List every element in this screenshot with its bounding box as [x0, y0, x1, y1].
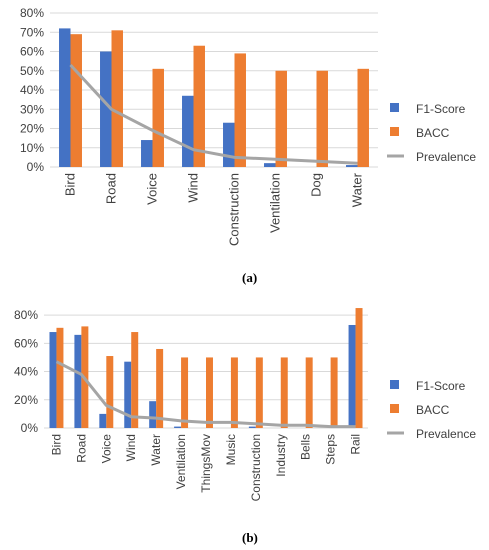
y-tick-label: 40% — [14, 365, 38, 379]
bar-f1-score — [99, 413, 107, 428]
bar-bacc — [234, 53, 246, 167]
y-tick-label: 0% — [27, 160, 45, 174]
y-tick-label: 40% — [20, 83, 44, 97]
bar-bacc — [131, 332, 139, 428]
x-tick-label: Wind — [186, 173, 201, 203]
y-tick-label: 30% — [20, 102, 44, 116]
x-tick-label: Industry — [274, 434, 288, 477]
panel-label-a: (a) — [242, 270, 258, 285]
bar-bacc — [111, 30, 123, 168]
chart-a: 0% 10% 20% 30% 40% 50% 60% 70% 80% Bird Road Voice W… — [20, 6, 476, 246]
legend-swatch — [390, 404, 399, 413]
panel-label-b: (b) — [242, 530, 258, 545]
bar-bacc — [70, 34, 82, 167]
y-tick-label: 20% — [14, 393, 38, 407]
x-tick-label: Road — [74, 434, 88, 463]
bar-f1-score — [174, 426, 182, 428]
y-tick-label: 70% — [20, 25, 44, 39]
chart-b: 0% 20% 40% 60% 80% Bird Road Voice Wind Water Vent… — [14, 308, 476, 501]
x-tick-label: Rail — [349, 434, 363, 455]
legend-label: Prevalence — [416, 427, 476, 441]
y-tick-label: 10% — [20, 141, 44, 155]
series-line-prevalence — [55, 360, 356, 429]
bar-f1-score — [141, 140, 153, 167]
bar-f1-score — [346, 165, 358, 167]
bar-bacc — [152, 68, 164, 167]
bar-bacc — [316, 70, 328, 167]
x-tick-label: Music — [224, 434, 238, 465]
bar-f1-score — [59, 28, 71, 168]
y-tick-label: 80% — [20, 6, 44, 20]
bar-f1-score — [248, 426, 256, 428]
y-tick-label: 20% — [20, 122, 44, 136]
x-tick-label: Ventilation — [174, 434, 188, 489]
legend-swatch — [390, 380, 399, 389]
x-tick-label: Water — [149, 434, 163, 466]
bar-bacc — [230, 357, 238, 428]
legend-swatch — [390, 103, 399, 112]
x-tick-label: Voice — [145, 173, 160, 205]
x-tick-label: Bells — [299, 434, 313, 460]
bar-bacc — [330, 357, 338, 428]
bar-bacc — [275, 70, 287, 167]
bar-f1-score — [223, 122, 235, 167]
bar-bacc — [255, 357, 263, 428]
bar-f1-score — [264, 163, 276, 167]
bar-f1-score — [49, 332, 57, 428]
bar-f1-score — [124, 361, 132, 428]
legend-label: F1-Score — [416, 102, 466, 116]
bar-bacc — [56, 327, 64, 428]
x-tick-label: Dog — [309, 173, 324, 197]
x-tick-label: Bird — [49, 434, 63, 455]
x-tick-label: Construction — [249, 434, 263, 501]
x-tick-label: ThingsMov — [199, 434, 213, 493]
bar-f1-score — [100, 51, 112, 167]
bar-bacc — [206, 357, 213, 428]
series-line-prevalence — [69, 63, 358, 165]
y-tick-label: 60% — [14, 336, 38, 350]
bar-bacc — [355, 308, 363, 428]
legend-swatch — [390, 127, 399, 136]
legend-label: Prevalence — [416, 150, 476, 164]
x-tick-label: Bird — [63, 173, 78, 196]
x-tick-label: Construction — [227, 173, 242, 246]
bar-bacc — [357, 68, 369, 167]
x-tick-label: Ventilation — [268, 173, 283, 233]
x-tick-label: Voice — [99, 434, 113, 464]
x-tick-label: Water — [350, 172, 365, 207]
x-tick-label: Road — [104, 173, 119, 204]
bar-bacc — [193, 45, 205, 167]
bar-f1-score — [149, 401, 157, 428]
bar-f1-score — [182, 95, 194, 167]
bar-bacc — [280, 357, 288, 428]
bar-bacc — [106, 356, 114, 428]
x-tick-label: Wind — [124, 434, 138, 461]
y-tick-label: 50% — [20, 64, 44, 78]
bar-f1-score — [74, 334, 82, 428]
legend-label: F1-Score — [416, 379, 466, 393]
legend-label: BACC — [416, 403, 450, 417]
bar-bacc — [181, 357, 189, 428]
x-tick-label: Steps — [324, 434, 338, 465]
bar-f1-score — [348, 324, 356, 428]
y-tick-label: 80% — [14, 308, 38, 322]
y-tick-label: 60% — [20, 45, 44, 59]
bar-bacc — [305, 357, 313, 428]
bar-bacc — [156, 348, 164, 428]
legend-label: BACC — [416, 126, 450, 140]
y-tick-label: 0% — [21, 421, 39, 435]
